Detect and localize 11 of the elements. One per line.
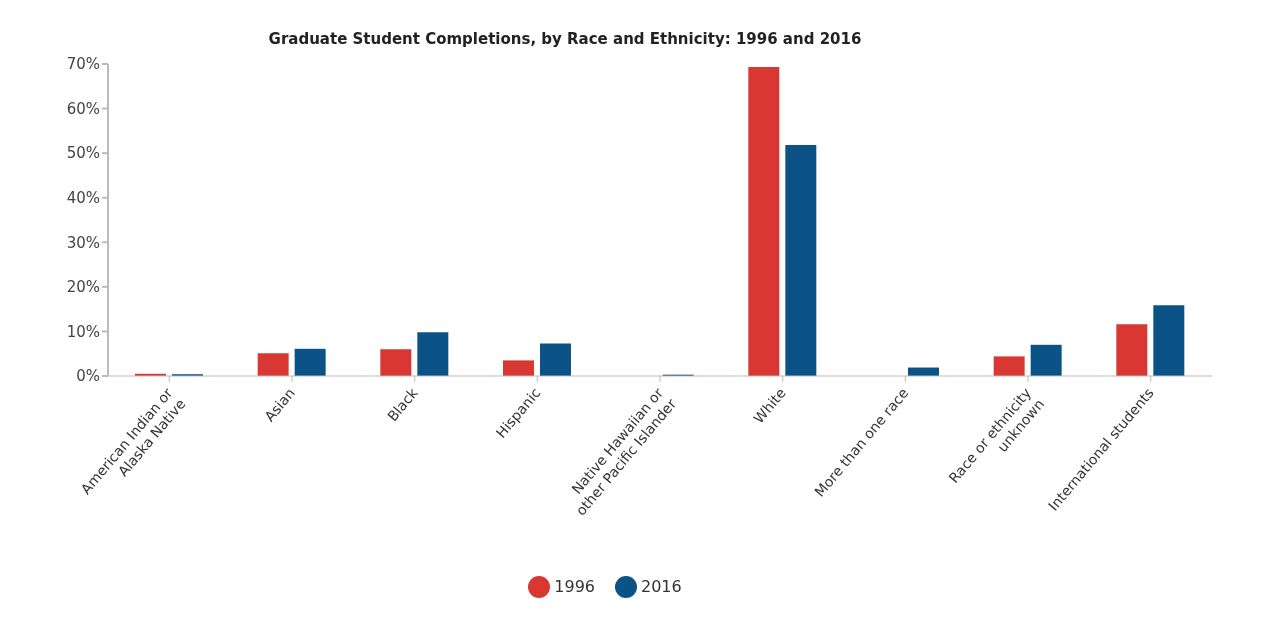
legend-label: 1996 — [554, 576, 595, 596]
y-tick-label: 20% — [66, 278, 100, 297]
y-tick-label: 40% — [66, 189, 100, 208]
y-tick-label: 70% — [66, 55, 100, 74]
chart-title: Graduate Student Completions, by Race and Ethnicity: 1996 and 2016 — [267, 29, 863, 48]
legend-label: 2016 — [641, 576, 682, 596]
y-tick-label: 60% — [66, 99, 100, 118]
y-tick-label: 30% — [66, 233, 100, 252]
y-tick-label: 50% — [66, 144, 100, 163]
y-tick-label: 10% — [66, 322, 100, 341]
y-tick-label: 0% — [76, 367, 100, 386]
